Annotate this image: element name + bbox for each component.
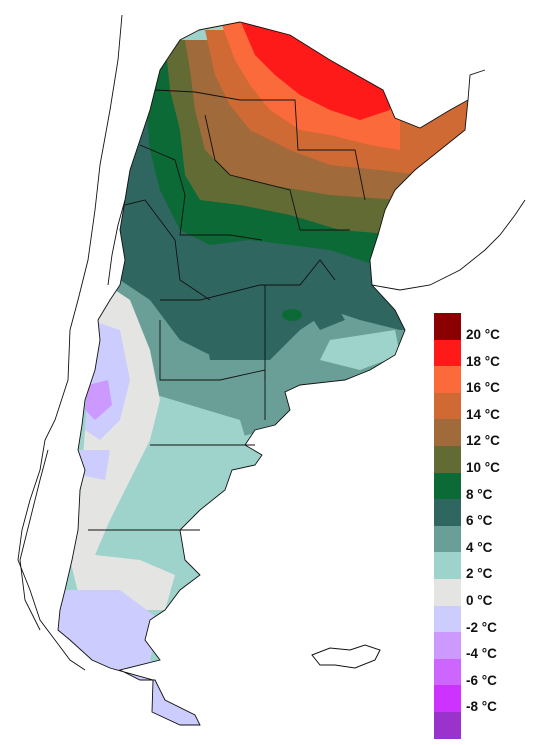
temperature-legend: 20 °C 18 °C 16 °C 14 °C 12 °C 10 °C 8 °C…: [434, 313, 538, 739]
legend-entry-2: 2 °C: [434, 552, 538, 582]
legend-swatch: [434, 445, 461, 473]
legend-entry-minus8: -8 °C: [434, 685, 538, 715]
legend-label: 6 °C: [466, 513, 493, 529]
legend-swatch: [434, 392, 461, 420]
legend-label: 2 °C: [466, 566, 493, 582]
legend-entry-minus6: -6 °C: [434, 658, 538, 688]
legend-swatch: [434, 366, 461, 393]
legend-label: 0 °C: [466, 592, 493, 608]
legend-label: 8 °C: [466, 486, 493, 502]
legend-label: -8 °C: [466, 699, 497, 715]
legend-entry-6: 6 °C: [434, 499, 538, 529]
legend-entry-18: 18 °C: [434, 339, 538, 369]
legend-swatch: [434, 472, 461, 500]
falkland-islands: [311, 644, 381, 669]
legend-swatch: [434, 525, 461, 553]
legend-swatch: [434, 499, 461, 526]
legend-entry-4: 4 °C: [434, 525, 538, 555]
legend-swatch: [434, 632, 461, 659]
legend-label: 16 °C: [466, 380, 500, 396]
legend-label: 14 °C: [466, 406, 500, 422]
legend-entry-12: 12 °C: [434, 419, 538, 449]
legend-label: -2 °C: [466, 619, 497, 635]
legend-entry-0: 0 °C: [434, 578, 538, 608]
legend-label: -4 °C: [466, 646, 497, 662]
legend-swatch: [434, 658, 461, 686]
legend-label: 4 °C: [466, 539, 493, 555]
neighbor-outline: [371, 69, 526, 291]
legend-entry-minus2: -2 °C: [434, 605, 538, 635]
legend-label: -6 °C: [466, 672, 497, 688]
legend-entry-14: 14 °C: [434, 392, 538, 422]
legend-entry-16: 16 °C: [434, 366, 538, 396]
legend-swatch: [434, 685, 461, 712]
legend-swatch: [434, 339, 461, 367]
legend-entry-minus4: -4 °C: [434, 632, 538, 662]
legend-entry-10: 10 °C: [434, 445, 538, 475]
legend-label: 10 °C: [466, 459, 500, 475]
chile-outline: [17, 14, 126, 671]
legend-swatch: [434, 313, 461, 340]
legend-swatch: [434, 578, 461, 606]
legend-swatch: [434, 552, 461, 579]
legend-swatch: [434, 711, 461, 739]
legend-entry-8: 8 °C: [434, 472, 538, 502]
legend-swatch: [434, 419, 461, 446]
legend-swatch: [434, 605, 461, 633]
legend-entry-bottom: [434, 711, 538, 739]
legend-label: 18 °C: [466, 353, 500, 369]
legend-label: 12 °C: [466, 433, 500, 449]
legend-label: 20 °C: [466, 327, 500, 342]
legend-entry-20: 20 °C: [434, 313, 538, 342]
province-borders: [57, 21, 469, 726]
